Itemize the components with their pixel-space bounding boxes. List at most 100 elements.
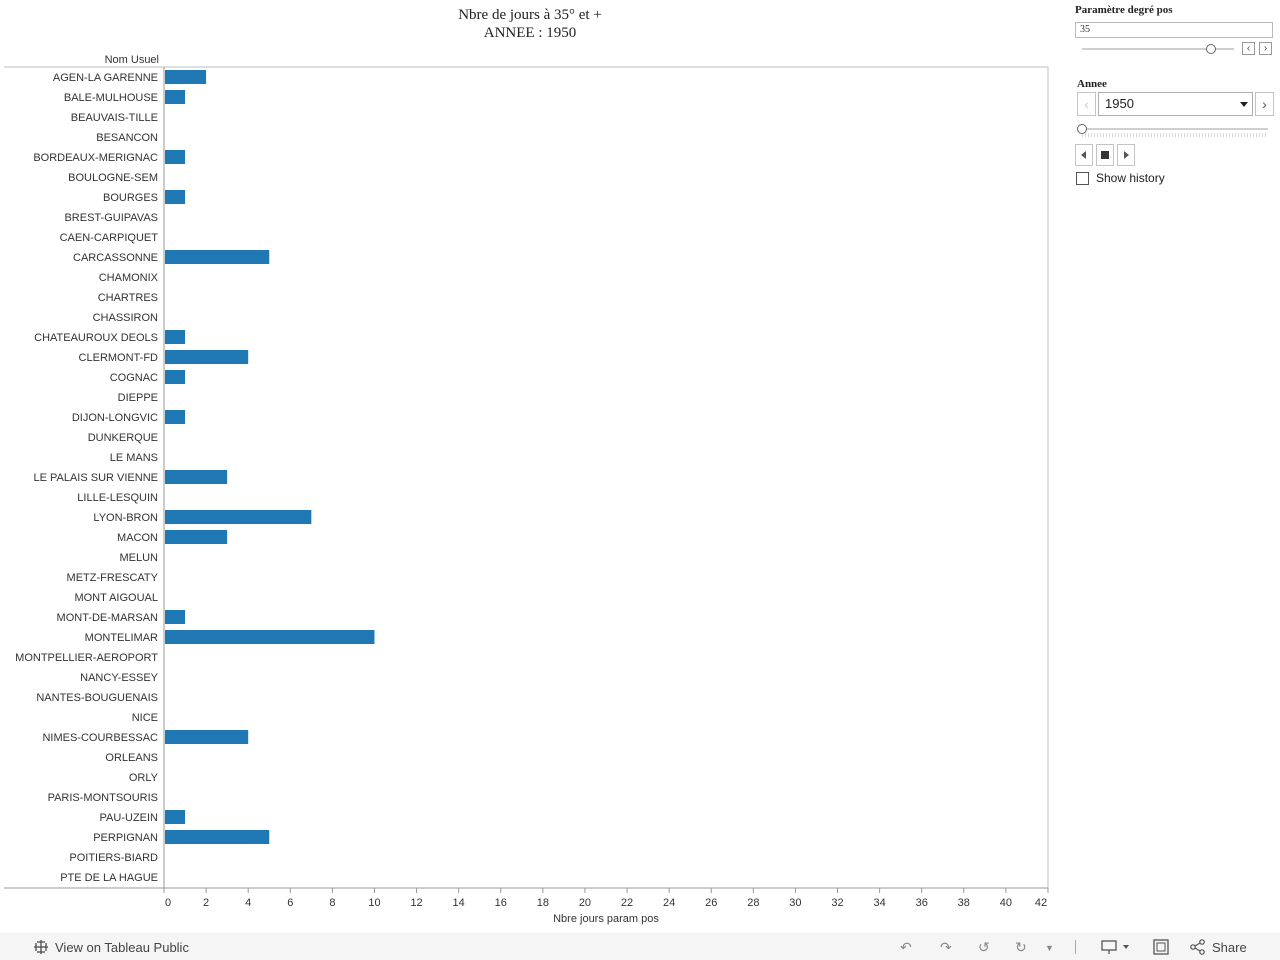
x-tick-label: 34 bbox=[873, 897, 885, 909]
category-label: BOURGES bbox=[103, 192, 158, 204]
bar[interactable] bbox=[165, 630, 375, 644]
bar[interactable] bbox=[165, 610, 186, 624]
tableau-logo-icon bbox=[34, 940, 48, 954]
year-title: Annee bbox=[1077, 78, 1107, 90]
row-header-label: Nom Usuel bbox=[104, 54, 159, 66]
download-icon[interactable] bbox=[1101, 939, 1131, 955]
x-tick-label: 24 bbox=[663, 897, 675, 909]
year-select[interactable]: 1950 bbox=[1098, 92, 1253, 116]
x-tick-label: 0 bbox=[165, 897, 171, 909]
bar[interactable] bbox=[165, 370, 186, 384]
category-label: PTE DE LA HAGUE bbox=[60, 872, 158, 884]
category-label: PERPIGNAN bbox=[93, 832, 158, 844]
view-on-tableau-link[interactable]: View on Tableau Public bbox=[55, 940, 189, 955]
category-label: BOULOGNE-SEM bbox=[68, 172, 158, 184]
fullscreen-icon[interactable] bbox=[1153, 939, 1169, 955]
bar[interactable] bbox=[165, 510, 312, 524]
category-label: LE PALAIS SUR VIENNE bbox=[33, 472, 158, 484]
category-label: PARIS-MONTSOURIS bbox=[48, 792, 158, 804]
show-history-label: Show history bbox=[1096, 171, 1165, 185]
refresh-icon[interactable]: ↻ bbox=[1015, 939, 1027, 955]
x-tick-label: 18 bbox=[537, 897, 549, 909]
bar[interactable] bbox=[165, 90, 186, 104]
bar[interactable] bbox=[165, 70, 207, 84]
param-decrement-button[interactable]: ‹ bbox=[1242, 42, 1255, 55]
param-title: Paramètre degré pos bbox=[1075, 4, 1173, 16]
footer-toolbar: View on Tableau Public ↶ ↷ ↺ ↻ ▼ Share bbox=[0, 933, 1280, 960]
show-history-checkbox[interactable] bbox=[1076, 172, 1089, 185]
category-label: CHATEAUROUX DEOLS bbox=[34, 332, 158, 344]
year-slider-ticks bbox=[1082, 133, 1268, 137]
x-tick-label: 12 bbox=[410, 897, 422, 909]
category-label: DIJON-LONGVIC bbox=[72, 412, 158, 424]
chart-title-line2: ANNEE : 1950 bbox=[483, 25, 577, 41]
chevron-right-icon: › bbox=[1262, 96, 1267, 112]
category-label: MONT AIGOUAL bbox=[74, 592, 158, 604]
category-label: MONTPELLIER-AEROPORT bbox=[15, 652, 158, 664]
param-slider-thumb[interactable] bbox=[1206, 44, 1217, 54]
category-label: LYON-BRON bbox=[93, 512, 158, 524]
bar[interactable] bbox=[165, 150, 186, 164]
share-button[interactable]: Share bbox=[1212, 940, 1247, 955]
chevron-down-icon[interactable]: ▼ bbox=[1045, 943, 1054, 953]
x-tick-label: 22 bbox=[621, 897, 633, 909]
category-label: ORLY bbox=[129, 772, 159, 784]
param-degree-input[interactable]: 35 bbox=[1075, 22, 1273, 38]
category-label: DIEPPE bbox=[118, 392, 158, 404]
category-label: MACON bbox=[117, 532, 158, 544]
year-slider-thumb[interactable] bbox=[1077, 124, 1087, 134]
param-increment-button[interactable]: › bbox=[1259, 42, 1272, 55]
bar[interactable] bbox=[165, 830, 270, 844]
category-label: NANTES-BOUGUENAIS bbox=[36, 692, 158, 704]
bar[interactable] bbox=[165, 250, 270, 264]
year-select-value: 1950 bbox=[1105, 96, 1134, 111]
category-label: NANCY-ESSEY bbox=[80, 672, 159, 684]
category-label: CAEN-CARPIQUET bbox=[60, 232, 159, 244]
chevron-left-icon: ‹ bbox=[1246, 43, 1251, 54]
bar[interactable] bbox=[165, 410, 186, 424]
bar[interactable] bbox=[165, 330, 186, 344]
x-tick-label: 28 bbox=[747, 897, 759, 909]
undo-icon[interactable]: ↶ bbox=[900, 939, 912, 955]
chevron-down-icon bbox=[1240, 102, 1248, 107]
share-icon[interactable] bbox=[1190, 939, 1206, 955]
x-tick-label: 42 bbox=[1035, 897, 1047, 909]
year-prev-button[interactable]: ‹ bbox=[1077, 92, 1096, 116]
bar[interactable] bbox=[165, 470, 228, 484]
play-forward-icon bbox=[1124, 151, 1129, 159]
stop-button[interactable] bbox=[1096, 144, 1114, 166]
bar[interactable] bbox=[165, 530, 228, 544]
footer-divider bbox=[1075, 940, 1076, 954]
chevron-right-icon: › bbox=[1263, 43, 1268, 54]
x-tick-label: 38 bbox=[958, 897, 970, 909]
x-tick-label: 10 bbox=[368, 897, 380, 909]
category-label: NIMES-COURBESSAC bbox=[42, 732, 158, 744]
category-label: MELUN bbox=[119, 552, 158, 564]
param-slider-track[interactable] bbox=[1082, 48, 1234, 50]
revert-icon[interactable]: ↺ bbox=[978, 939, 990, 955]
x-tick-label: 14 bbox=[453, 897, 465, 909]
bar[interactable] bbox=[165, 810, 186, 824]
x-tick-label: 6 bbox=[287, 897, 293, 909]
bar[interactable] bbox=[165, 350, 249, 364]
category-label: AGEN-LA GARENNE bbox=[53, 72, 158, 84]
year-slider-track[interactable] bbox=[1082, 128, 1268, 130]
category-label: LE MANS bbox=[110, 452, 158, 464]
year-next-button[interactable]: › bbox=[1255, 92, 1274, 116]
bar[interactable] bbox=[165, 730, 249, 744]
category-label: POITIERS-BIARD bbox=[69, 852, 158, 864]
x-tick-label: 36 bbox=[916, 897, 928, 909]
x-tick-label: 26 bbox=[705, 897, 717, 909]
redo-icon[interactable]: ↷ bbox=[940, 939, 952, 955]
x-tick-label: 32 bbox=[831, 897, 843, 909]
category-label: LILLE-LESQUIN bbox=[77, 492, 158, 504]
x-axis-title: Nbre jours param pos bbox=[553, 913, 659, 925]
category-label: MONTELIMAR bbox=[85, 632, 158, 644]
x-tick-label: 30 bbox=[789, 897, 801, 909]
category-label: MONT-DE-MARSAN bbox=[57, 612, 159, 624]
play-forward-button[interactable] bbox=[1117, 144, 1135, 166]
x-tick-label: 4 bbox=[245, 897, 251, 909]
bar[interactable] bbox=[165, 190, 186, 204]
category-label: BREST-GUIPAVAS bbox=[64, 212, 158, 224]
play-backward-button[interactable] bbox=[1075, 144, 1093, 166]
